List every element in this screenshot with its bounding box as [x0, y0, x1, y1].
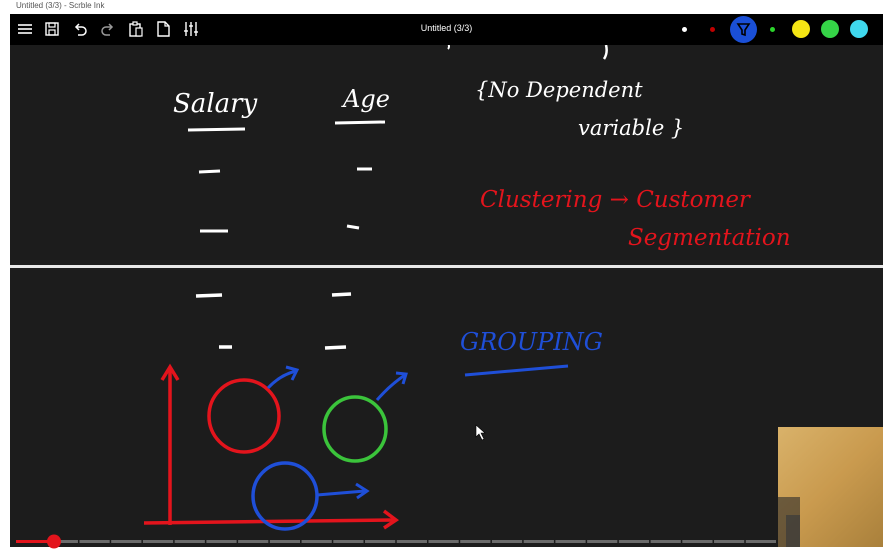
toolbar: Untitled (3/3): [10, 14, 883, 45]
red-cluster-arrow: [266, 369, 297, 390]
note-line-2: variable }: [578, 116, 684, 140]
color-blue-swatch-active[interactable]: [730, 16, 757, 43]
timeline-segment: [460, 540, 491, 543]
color-small-green-swatch[interactable]: [770, 27, 775, 32]
timeline-segment: [47, 540, 78, 543]
clustering-text: Clustering → Customer: [480, 187, 752, 213]
green-cluster-circle: [322, 395, 388, 463]
redo-icon[interactable]: [99, 20, 117, 38]
timeline-segment: [238, 540, 269, 543]
webcam-feed: [778, 497, 800, 547]
arrowhead: [285, 365, 300, 381]
funnel-icon: [736, 23, 751, 37]
playhead-knob[interactable]: [47, 534, 61, 549]
timeline-segment: [523, 540, 554, 543]
timeline-segment: [428, 540, 459, 543]
playback-timeline[interactable]: [16, 531, 776, 549]
blue-cluster-circle: [251, 461, 319, 531]
arrowhead: [355, 482, 370, 500]
age-underline: [334, 120, 386, 125]
timeline-segment: [142, 540, 174, 543]
timeline-segment: [650, 540, 681, 543]
x-axis: [143, 518, 396, 525]
window-title: Untitled (3/3) - Scrble Ink: [16, 1, 105, 10]
paste-icon[interactable]: [127, 20, 145, 38]
color-green-swatch[interactable]: [821, 20, 839, 38]
window-titlebar: Untitled (3/3) - Scrble Ink: [0, 0, 883, 14]
timeline-segment: [491, 540, 523, 543]
new-page-icon[interactable]: [154, 20, 172, 38]
dash-mark: [195, 293, 223, 298]
grouping-text: GROUPING: [460, 328, 603, 356]
timeline-segment: [206, 540, 237, 543]
timeline-segment: [365, 540, 396, 543]
red-cluster-circle: [207, 378, 281, 454]
dash-mark: [331, 292, 352, 297]
timeline-segment: [745, 540, 776, 543]
color-dark-red-swatch[interactable]: [710, 27, 715, 32]
webcam-overlay: [778, 427, 883, 547]
dash-mark: [198, 169, 221, 174]
salary-header: Salary: [173, 89, 258, 119]
timeline-segment: [333, 540, 364, 543]
timeline-segment: [682, 540, 713, 543]
ink-drawing[interactable]: Salary Age {No Dependent variable } Clus…: [10, 45, 883, 547]
timeline-segment: [618, 540, 650, 543]
timeline-segment: [269, 540, 301, 543]
green-cluster-arrow: [375, 373, 406, 401]
undo-icon[interactable]: [71, 20, 89, 38]
timeline-segment: [396, 540, 427, 543]
blue-cluster-arrow: [316, 489, 366, 497]
arrowhead: [395, 371, 408, 385]
timeline-segments: [16, 540, 776, 543]
salary-underline: [187, 127, 246, 132]
timeline-segment: [301, 540, 332, 543]
note-line-1: {No Dependent: [475, 78, 643, 102]
y-axis-arrowhead: [160, 363, 180, 381]
timeline-segment: [79, 540, 110, 543]
color-white-swatch[interactable]: [682, 27, 687, 32]
page-divider: [10, 265, 883, 268]
ink-stroke: [602, 45, 608, 60]
timeline-segment: [174, 540, 205, 543]
save-icon[interactable]: [43, 20, 61, 38]
grouping-underline: [464, 364, 569, 377]
mouse-cursor-icon: [475, 424, 486, 441]
age-header: Age: [341, 85, 390, 113]
progress-fill: [16, 540, 54, 543]
color-cyan-swatch[interactable]: [850, 20, 868, 38]
dash-mark: [346, 224, 360, 230]
timeline-segment: [111, 540, 142, 543]
timeline-segment: [555, 540, 586, 543]
ink-stroke: [447, 45, 450, 50]
settings-sliders-icon[interactable]: [182, 20, 200, 38]
timeline-segment: [587, 540, 618, 543]
color-yellow-swatch[interactable]: [792, 20, 810, 38]
dash-mark: [324, 345, 347, 350]
segmentation-text: Segmentation: [628, 225, 791, 251]
x-axis-arrowhead: [382, 509, 400, 530]
menu-icon[interactable]: [16, 20, 34, 38]
ink-canvas[interactable]: Salary Age {No Dependent variable } Clus…: [10, 45, 883, 547]
timeline-segment: [714, 540, 745, 543]
